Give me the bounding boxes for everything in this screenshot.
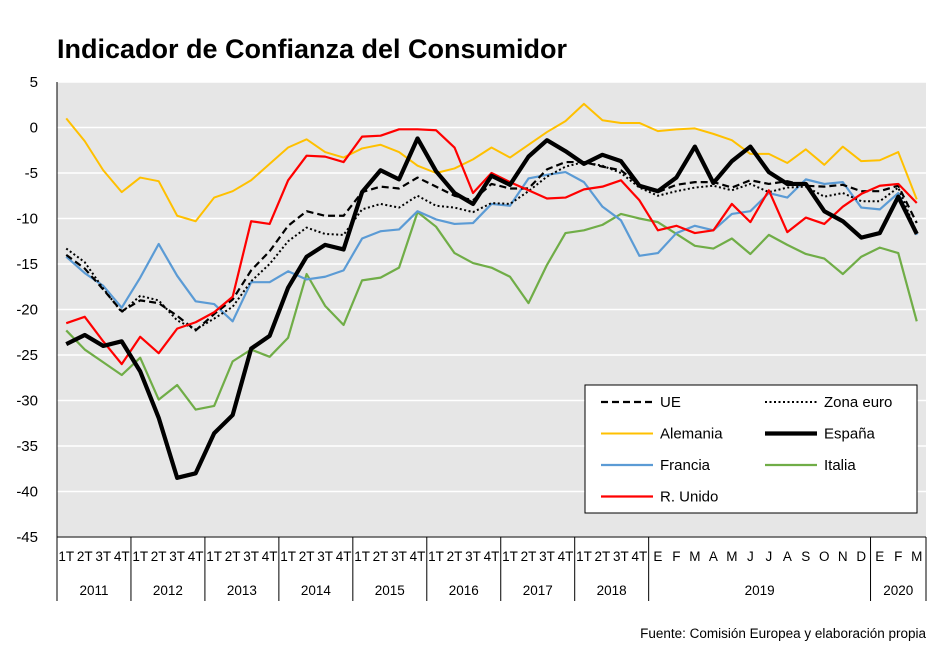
x-tick-label: 1T [354, 549, 370, 564]
x-tick-label: F [894, 549, 902, 564]
series-line-italia [65, 211, 918, 411]
x-tick-label: 4T [484, 549, 500, 564]
series-line-espa-a [65, 136, 919, 480]
legend-label: España [824, 426, 876, 443]
legend-box [584, 384, 918, 514]
y-tick-label: -5 [25, 165, 38, 182]
year-label: 2015 [375, 583, 405, 598]
y-tick-label: -30 [16, 393, 38, 410]
x-tick-label: 2T [521, 549, 537, 564]
series-line-r-unido [65, 128, 918, 366]
x-tick-label: J [747, 549, 754, 564]
y-tick-label: 5 [30, 74, 38, 91]
x-tick-label: 3T [317, 549, 333, 564]
y-tick-label: -15 [16, 256, 38, 273]
x-tick-label: 1T [280, 549, 296, 564]
y-tick-label: 0 [30, 120, 38, 137]
year-label: 2017 [523, 583, 553, 598]
y-tick-label: -45 [16, 529, 38, 546]
y-tick-label: -25 [16, 347, 38, 364]
legend-label: Italia [824, 457, 856, 474]
x-tick-label: 2T [595, 549, 611, 564]
year-label: 2016 [449, 583, 479, 598]
series-lines [65, 102, 919, 480]
x-tick-label: 2T [447, 549, 463, 564]
x-tick-label: A [783, 549, 792, 564]
y-axis: 5 0 -5 -10 -15 -20 -25 -30 -35 -40 -45 [16, 74, 38, 546]
x-tick-label: 3T [539, 549, 555, 564]
year-label: 2018 [597, 583, 627, 598]
x-tick-label: M [689, 549, 700, 564]
x-tick-label: M [911, 549, 922, 564]
series-line-ue [65, 160, 918, 332]
y-tick-label: -35 [16, 438, 38, 455]
x-tick-label: S [801, 549, 810, 564]
legend-label: Alemania [660, 426, 723, 443]
series-line-alemania [65, 102, 918, 223]
x-axis: 1T 2T 3T 4T 1T 2T 3T 4T 1T 2T 3T 4T 1T 2T 3T 4T 1T 2T 3T 4T… [56, 82, 927, 601]
x-tick-label: 2T [151, 549, 167, 564]
x-tick-label: 3T [243, 549, 259, 564]
x-tick-label: F [672, 549, 680, 564]
legend-label: Zona euro [824, 394, 892, 411]
year-label: 2012 [153, 583, 183, 598]
series-line-francia [65, 170, 918, 323]
y-tick-label: -10 [16, 211, 38, 228]
x-tick-label: D [856, 549, 866, 564]
year-label: 2013 [227, 583, 257, 598]
x-tick-label: J [765, 549, 772, 564]
x-tick-label: 1T [502, 549, 518, 564]
y-tick-label: -40 [16, 484, 38, 501]
x-tick-label: 4T [558, 549, 574, 564]
legend: UE Zona euro Alemania España Francia Italia R.… [584, 384, 918, 514]
x-tick-label: 4T [336, 549, 352, 564]
year-label: 2020 [883, 583, 913, 598]
legend-label: UE [660, 394, 681, 411]
x-tick-label: 1T [58, 549, 74, 564]
x-tick-label: 1T [576, 549, 592, 564]
x-tick-label: 2T [373, 549, 389, 564]
x-tick-label: 3T [95, 549, 111, 564]
legend-label: Francia [660, 457, 711, 474]
x-tick-label: 3T [613, 549, 629, 564]
x-tick-label: 1T [428, 549, 444, 564]
x-tick-label: 2T [225, 549, 241, 564]
year-label: 2019 [745, 583, 775, 598]
y-tick-label: -20 [16, 302, 38, 319]
x-tick-label: E [653, 549, 662, 564]
year-label: 2014 [301, 583, 332, 598]
x-tick-label: 4T [410, 549, 426, 564]
x-tick-label: 3T [169, 549, 185, 564]
series-line-zona-euro [65, 161, 918, 331]
x-tick-label: A [709, 549, 718, 564]
x-tick-label: O [819, 549, 830, 564]
x-tick-label: 3T [391, 549, 407, 564]
x-tick-label: N [838, 549, 848, 564]
x-tick-label: 1T [206, 549, 222, 564]
legend-label: R. Unido [660, 489, 718, 506]
year-label: 2011 [79, 583, 108, 598]
x-tick-label: M [726, 549, 737, 564]
chart-title: Indicador de Confianza del Consumidor [57, 34, 568, 64]
x-tick-label: 1T [132, 549, 148, 564]
x-tick-label: 2T [299, 549, 315, 564]
x-tick-label: E [875, 549, 884, 564]
source-note: Fuente: Comisión Europea y elaboración p… [640, 626, 926, 641]
x-tick-label: 4T [632, 549, 648, 564]
x-tick-label: 4T [188, 549, 204, 564]
x-tick-label: 4T [262, 549, 278, 564]
x-tick-label: 3T [465, 549, 481, 564]
x-tick-label: 4T [114, 549, 130, 564]
x-tick-label: 2T [77, 549, 93, 564]
